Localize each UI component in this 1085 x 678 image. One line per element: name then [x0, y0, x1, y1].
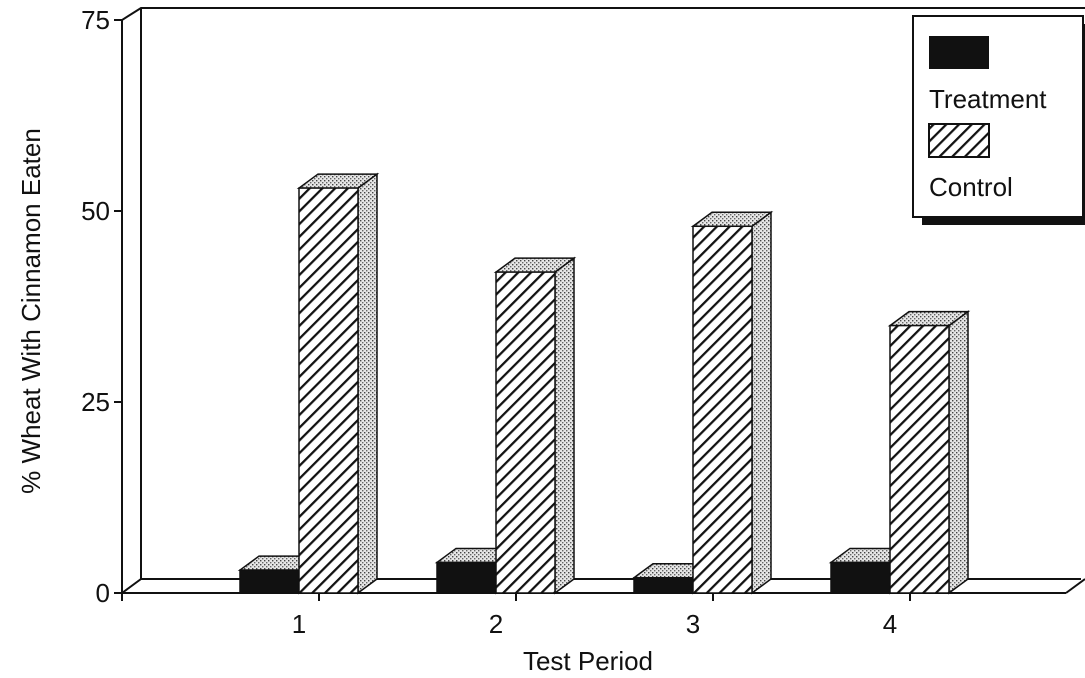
bar-control-2 [493, 256, 577, 595]
x-axis-label: Test Period [523, 646, 653, 676]
bar-side [948, 310, 969, 595]
y-axis: 0 25 50 75 [81, 5, 122, 608]
bar-front [298, 187, 359, 594]
bar-control-1 [296, 172, 380, 595]
bar-front [436, 561, 497, 594]
bars [237, 172, 971, 595]
bar-control-4 [887, 310, 971, 595]
y-tick-label: 75 [81, 5, 110, 35]
bar-side [751, 210, 772, 595]
bar-front [633, 576, 694, 594]
floor-right-edge [1065, 578, 1085, 594]
y-tick-label: 50 [81, 196, 110, 226]
x-tick-label: 2 [489, 609, 503, 639]
legend-swatch-treatment [929, 36, 989, 69]
legend-swatch-control [928, 123, 990, 158]
x-tick-label: 3 [686, 609, 700, 639]
y-tick-label: 0 [96, 578, 110, 608]
floor-divider [121, 578, 142, 594]
legend-label-treatment: Treatment [929, 84, 1047, 114]
bar-side [554, 256, 575, 595]
bar-front [692, 225, 753, 594]
bar-control-3 [690, 210, 774, 595]
y-axis-label: % Wheat With Cinnamon Eaten [16, 128, 46, 494]
back-wall-edge [121, 7, 1085, 593]
x-tick-label: 1 [292, 609, 306, 639]
bar-front [889, 324, 950, 594]
bar-front [239, 569, 300, 594]
bar-front [830, 561, 891, 594]
legend: Treatment Control [912, 15, 1085, 225]
y-tick-label: 25 [81, 387, 110, 417]
x-tick-label: 4 [883, 609, 897, 639]
bar-side [357, 172, 378, 595]
legend-label-control: Control [929, 172, 1013, 202]
bar-front [495, 271, 556, 594]
